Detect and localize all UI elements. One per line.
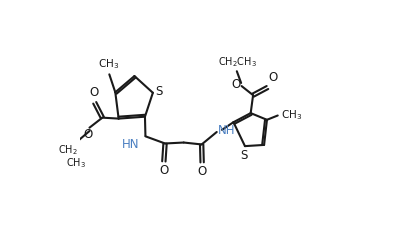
Text: O: O	[159, 164, 168, 177]
Text: O: O	[84, 129, 93, 141]
Text: O: O	[268, 71, 277, 84]
Text: O: O	[89, 86, 99, 99]
Text: CH$_2$CH$_3$: CH$_2$CH$_3$	[218, 55, 257, 69]
Text: NH: NH	[218, 124, 235, 136]
Text: HN: HN	[122, 138, 140, 151]
Text: S: S	[240, 149, 248, 162]
Text: CH$_3$: CH$_3$	[65, 157, 86, 170]
Text: CH$_2$: CH$_2$	[58, 143, 77, 157]
Text: S: S	[156, 85, 163, 98]
Text: O: O	[198, 165, 207, 178]
Text: CH$_3$: CH$_3$	[281, 108, 302, 122]
Text: O: O	[231, 78, 241, 91]
Text: CH$_3$: CH$_3$	[98, 58, 119, 71]
